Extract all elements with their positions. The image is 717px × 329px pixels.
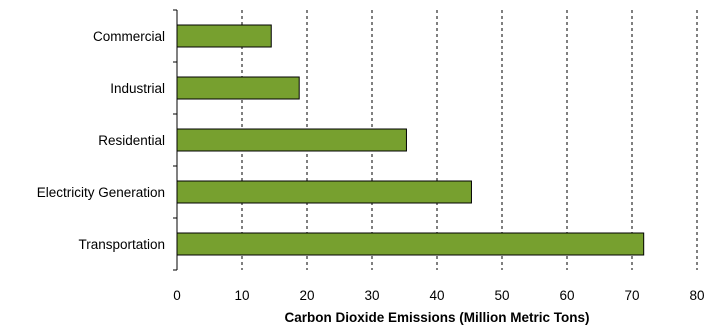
category-label: Commercial	[93, 29, 165, 44]
x-tick-label: 10	[234, 288, 249, 303]
x-tick-label: 50	[494, 288, 509, 303]
category-label: Transportation	[78, 237, 165, 252]
x-tick-label: 20	[299, 288, 314, 303]
category-label: Residential	[98, 133, 165, 148]
gridlines	[241, 10, 698, 270]
labels: Commercial Industrial Residential Electrici…	[37, 29, 705, 303]
bar-commercial	[176, 24, 272, 48]
x-tick-label: 70	[624, 288, 639, 303]
x-tick-label: 30	[364, 288, 379, 303]
x-tick-label: 40	[429, 288, 444, 303]
x-tick-label: 0	[173, 288, 181, 303]
x-tick-label: 60	[559, 288, 574, 303]
bar-industrial	[176, 76, 300, 100]
axes	[173, 9, 178, 271]
category-label: Industrial	[110, 81, 165, 96]
bar-residential	[176, 128, 407, 152]
x-tick-label: 80	[689, 288, 704, 303]
bars	[176, 24, 645, 256]
x-axis-title: Carbon Dioxide Emissions (Million Metric…	[284, 310, 589, 325]
category-label: Electricity Generation	[37, 185, 165, 200]
bar-electricity-generation	[176, 180, 472, 204]
bar-transportation	[176, 232, 645, 256]
